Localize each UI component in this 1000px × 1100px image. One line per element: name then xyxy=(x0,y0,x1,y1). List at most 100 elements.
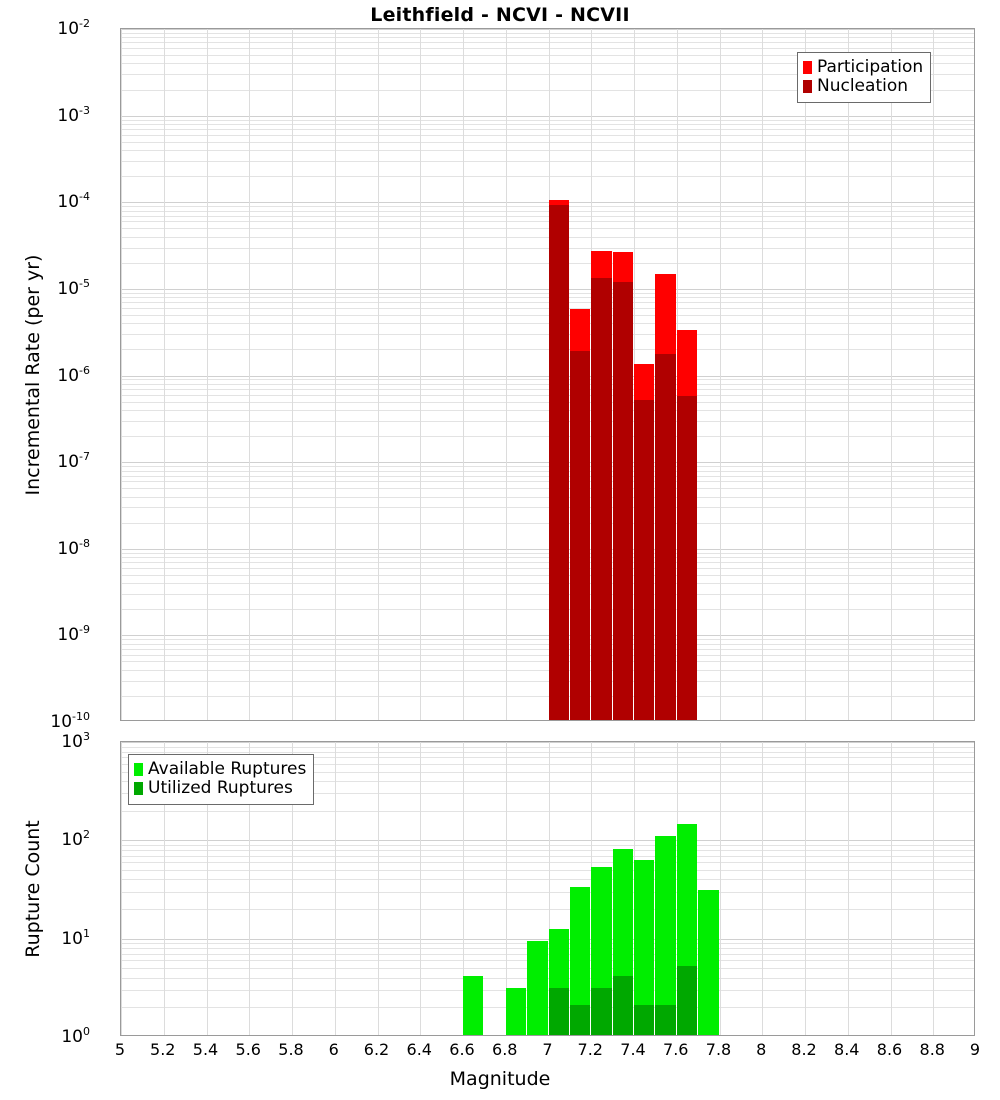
gridline-minor xyxy=(121,844,974,846)
gridline-vertical xyxy=(847,29,849,720)
gridline-minor xyxy=(121,48,974,50)
gridline-minor xyxy=(121,481,974,483)
y-tick-label: 101 xyxy=(61,926,90,949)
gridline-major xyxy=(121,202,974,204)
bar-segment-front xyxy=(548,988,569,1035)
x-tick-label: 7.8 xyxy=(705,1040,732,1059)
gridline-minor xyxy=(121,567,974,569)
gridline-vertical xyxy=(292,29,293,720)
legend-label: Available Ruptures xyxy=(148,759,307,779)
y-tick-label: 10-3 xyxy=(57,103,90,126)
gridline-minor xyxy=(121,206,974,208)
bar-group xyxy=(569,29,591,720)
y-tick-label: 10-9 xyxy=(57,623,90,646)
gridline-minor xyxy=(121,771,974,773)
gridline-minor xyxy=(121,948,974,950)
bar-segment-front xyxy=(612,975,633,1035)
gridline-minor xyxy=(121,228,974,230)
x-tick-label: 8 xyxy=(756,1040,767,1059)
x-tick-label: 8.4 xyxy=(834,1040,860,1059)
gridline-vertical xyxy=(762,742,764,1035)
x-tick-label: 9 xyxy=(969,1040,981,1059)
bar-segment-front xyxy=(655,353,676,720)
incremental-rate-plot xyxy=(120,28,975,721)
x-tick-label: 5.6 xyxy=(235,1040,261,1059)
legend-swatch-icon xyxy=(134,782,143,795)
gridline-minor xyxy=(121,160,974,162)
gridline-minor xyxy=(121,262,974,264)
gridline-minor xyxy=(121,32,974,34)
gridline-minor xyxy=(121,394,974,396)
bar-group xyxy=(463,742,484,1035)
bar-segment-front xyxy=(676,396,698,720)
gridline-minor xyxy=(121,63,974,65)
x-tick-label: 8.2 xyxy=(791,1040,817,1059)
gridline-minor xyxy=(121,466,974,468)
gridline-vertical xyxy=(463,742,464,1035)
bar-segment-back xyxy=(698,889,719,1035)
bottom-legend: Available Ruptures Utilized Ruptures xyxy=(128,754,315,805)
y-tick-label: 10-10 xyxy=(50,710,90,732)
gridline-major xyxy=(121,29,974,30)
gridline-vertical xyxy=(249,742,251,1035)
x-tick-label: 7.6 xyxy=(663,1040,689,1059)
gridline-minor xyxy=(121,594,974,596)
gridline-minor xyxy=(121,210,974,212)
bottom-bars xyxy=(121,742,974,1035)
gridline-minor xyxy=(121,583,974,585)
gridline-minor xyxy=(121,292,974,294)
x-tick-label: 5.4 xyxy=(192,1040,219,1059)
gridline-minor xyxy=(121,661,974,663)
gridline-minor xyxy=(121,855,974,857)
x-tick-label: 8.8 xyxy=(919,1040,945,1059)
gridline-vertical xyxy=(890,742,892,1035)
bar-segment-back xyxy=(655,836,676,1035)
gridline-minor xyxy=(121,810,974,812)
gridline-major xyxy=(121,635,974,637)
gridline-vertical xyxy=(847,742,849,1035)
gridline-vertical xyxy=(933,29,935,720)
gridline-minor xyxy=(121,746,974,748)
gridline-minor xyxy=(121,124,974,126)
gridline-vertical xyxy=(377,742,379,1035)
gridline-minor xyxy=(121,557,974,559)
legend-swatch-icon xyxy=(803,61,812,74)
top-legend: Participation Nucleation xyxy=(797,52,932,103)
x-tick-label: 6.8 xyxy=(492,1040,518,1059)
bar-group xyxy=(655,29,676,720)
gridline-minor xyxy=(121,496,974,498)
gridline-major xyxy=(121,742,974,743)
gridline-minor xyxy=(121,221,974,223)
gridline-minor xyxy=(121,990,974,992)
gridline-minor xyxy=(121,869,974,871)
top-y-tick-labels: 10-2 10-3 10-4 10-5 10-6 10-7 10-8 10-9 10-10 xyxy=(0,17,104,732)
x-axis-label: Magnitude xyxy=(449,1068,551,1090)
bar-group xyxy=(505,742,527,1035)
gridline-minor xyxy=(121,129,974,131)
gridline-vertical xyxy=(420,742,422,1035)
gridline-minor xyxy=(121,236,974,238)
bar-group xyxy=(698,742,719,1035)
x-tick-label: 5 xyxy=(114,1040,126,1059)
bar-group xyxy=(676,29,698,720)
gridline-vertical xyxy=(505,742,507,1035)
gridline-vertical xyxy=(890,29,892,720)
gridline-minor xyxy=(121,383,974,385)
top-gridlines xyxy=(121,29,974,720)
gridline-minor xyxy=(121,879,974,881)
gridline-vertical xyxy=(334,29,336,720)
legend-swatch-icon xyxy=(134,763,143,776)
bar-segment-back xyxy=(569,887,591,1035)
gridline-minor xyxy=(121,55,974,57)
x-tick-label: 5.8 xyxy=(278,1040,304,1059)
gridline-minor xyxy=(121,960,974,962)
gridline-minor xyxy=(121,609,974,611)
bar-segment-front xyxy=(548,205,569,720)
gridline-vertical xyxy=(163,742,165,1035)
bar-group xyxy=(655,742,676,1035)
legend-entry: Utilized Ruptures xyxy=(134,780,306,797)
legend-entry: Nucleation xyxy=(803,78,923,95)
gridline-minor xyxy=(121,695,974,697)
gridline-vertical xyxy=(805,742,806,1035)
gridline-minor xyxy=(121,314,974,316)
